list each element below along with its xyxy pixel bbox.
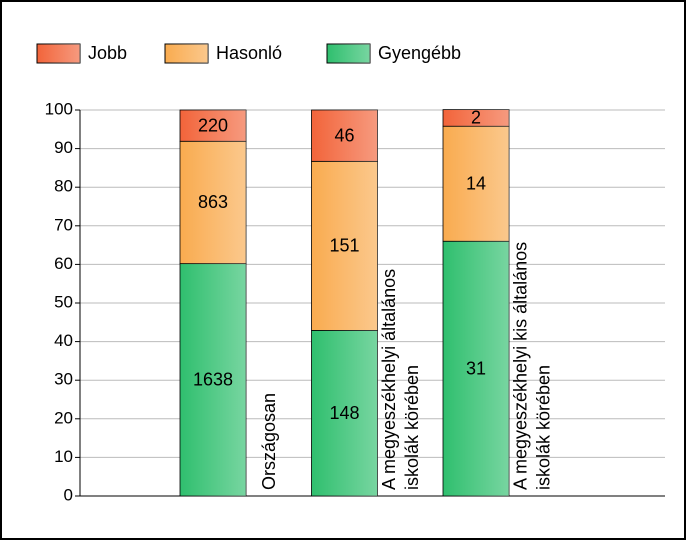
count-label: 148 — [329, 403, 359, 423]
bar-shine — [311, 110, 378, 162]
x-category-label: A megyeszékhelyi kis általános — [510, 242, 530, 490]
x-category-label: iskolák körében — [533, 365, 553, 490]
count-label: 1638 — [193, 370, 233, 390]
legend-label: Gyengébb — [378, 43, 461, 63]
count-label: 31 — [466, 358, 486, 378]
bar-shine — [443, 109, 509, 127]
y-tick-label: 40 — [54, 331, 73, 350]
x-category-label: iskolák körében — [402, 365, 422, 490]
legend-label: Jobb — [88, 43, 127, 63]
y-tick-label: 30 — [54, 370, 73, 389]
y-tick-label: 80 — [54, 177, 73, 196]
bar-shine — [311, 330, 378, 496]
y-tick-label: 20 — [54, 408, 73, 427]
y-tick-label: 0 — [64, 485, 73, 504]
x-category-label: Országosan — [259, 393, 279, 490]
legend-shine — [327, 44, 370, 63]
bar-shine — [443, 241, 509, 496]
y-tick-label: 100 — [45, 99, 73, 118]
y-tick-label: 60 — [54, 254, 73, 273]
bar-shine — [180, 263, 246, 496]
bar-shine — [180, 141, 246, 264]
y-tick-label: 70 — [54, 215, 73, 234]
count-label: 151 — [329, 236, 359, 256]
bar-shine — [180, 110, 246, 142]
x-category-label: A megyeszékhelyi általános — [379, 269, 399, 490]
legend-shine — [37, 44, 80, 63]
count-label: 220 — [198, 115, 228, 135]
bar-shine — [311, 161, 378, 331]
count-label: 14 — [466, 173, 486, 193]
count-label: 863 — [198, 192, 228, 212]
y-tick-label: 90 — [54, 138, 73, 157]
bar-shine — [443, 126, 509, 242]
legend-label: Hasonló — [216, 43, 282, 63]
y-tick-label: 50 — [54, 292, 73, 311]
y-tick-label: 10 — [54, 447, 73, 466]
count-label: 46 — [334, 125, 354, 145]
legend-shine — [165, 44, 208, 63]
count-label: 2 — [471, 108, 481, 128]
